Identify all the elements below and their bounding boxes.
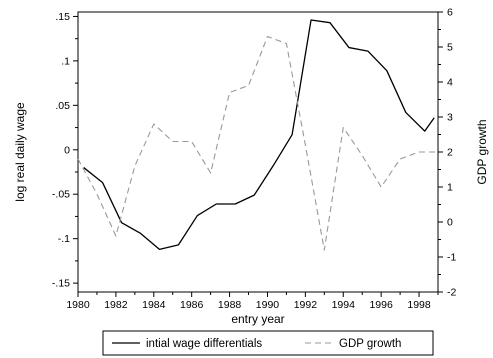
series-lines	[77, 19, 438, 251]
y-right-tick-label: 1	[447, 182, 453, 194]
legend-label-gdp: GDP growth	[339, 338, 401, 350]
y-left-tick-label: 0	[64, 144, 70, 156]
legend-label-wage: intial wage differentials	[146, 338, 262, 350]
y-left-tick-label: .1	[61, 55, 70, 67]
axes: 1980 1982 1984 1986 1988 1990 1992 1994 1996 1998…	[52, 7, 457, 312]
y-left-tick-label: -.1	[58, 233, 70, 245]
y-right-tick-label: 4	[447, 77, 453, 89]
x-tick-label: 1998	[407, 299, 431, 311]
y-right-tick-label: -2	[447, 287, 456, 299]
x-tick-label: 1984	[142, 299, 166, 311]
y-right-tick-label: 2	[447, 147, 453, 159]
y-axis-label-right: GDP growth	[475, 119, 489, 184]
x-axis-label: entry year	[231, 312, 284, 326]
legend: intial wage differentials GDP growth	[102, 330, 434, 356]
x-tick-label: 1996	[369, 299, 393, 311]
x-tick-label: 1990	[256, 299, 280, 311]
y-left-tick-label: .05	[55, 100, 70, 112]
x-tick-label: 1982	[104, 299, 128, 311]
series-line-0	[83, 19, 435, 250]
y-axis-label-left: log real daily wage	[13, 102, 27, 202]
y-left-tick-label: .15	[55, 11, 70, 23]
legend-box	[102, 330, 434, 356]
y-left-tick-label: -.05	[52, 189, 70, 201]
y-right-tick-label: 5	[447, 42, 453, 54]
y-left-tick-label: -.15	[52, 278, 70, 290]
x-tick-label: 1986	[180, 299, 204, 311]
y-right-tick-label: 6	[447, 7, 453, 19]
y-right-tick-label: -1	[447, 252, 456, 264]
series-line-1	[77, 35, 438, 251]
x-tick-label: 1980	[66, 299, 90, 311]
y-right-tick-label: 0	[447, 217, 453, 229]
x-tick-label: 1994	[332, 299, 356, 311]
x-tick-label: 1988	[218, 299, 242, 311]
x-tick-label: 1992	[294, 299, 318, 311]
y-right-tick-label: 3	[447, 112, 453, 124]
